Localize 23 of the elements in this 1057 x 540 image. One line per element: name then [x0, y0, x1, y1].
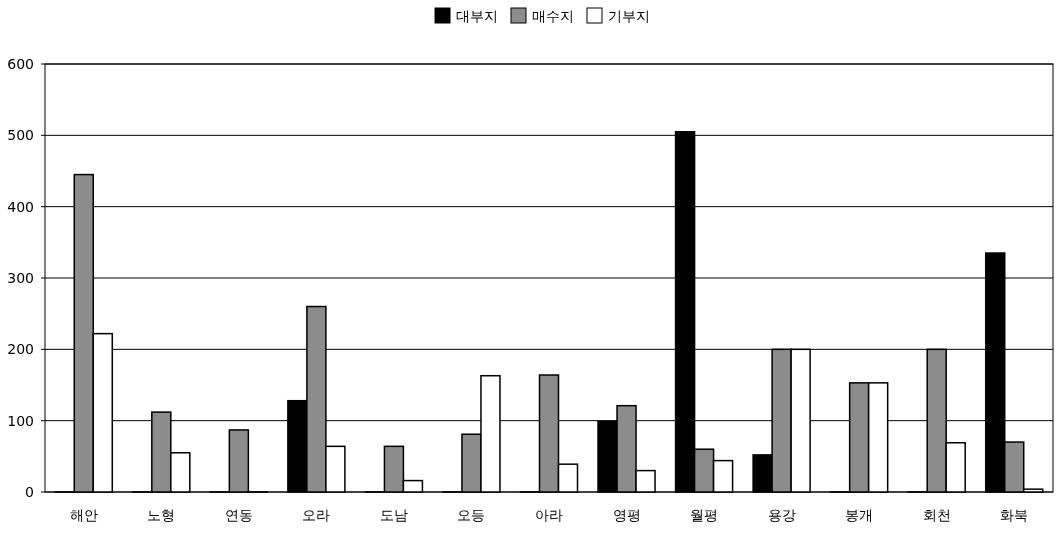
x-tick-label: 화북 — [1000, 507, 1029, 523]
x-tick-label: 노형 — [147, 507, 176, 523]
y-tick-label: 200 — [7, 341, 34, 358]
x-tick-label: 영평 — [612, 507, 641, 523]
legend-label: 매수지 — [532, 8, 574, 24]
y-tick-label: 400 — [7, 198, 34, 215]
y-tick-label: 300 — [7, 270, 34, 286]
x-tick-label: 용강 — [767, 507, 796, 523]
x-tick-label: 오등 — [457, 507, 486, 523]
x-tick-label: 회천 — [922, 507, 951, 523]
x-tick-label: 봉개 — [845, 507, 874, 523]
y-tick-label: 100 — [7, 412, 34, 429]
x-tick-label: 오라 — [302, 507, 331, 523]
legend-label: 대부지 — [456, 8, 498, 24]
x-tick-label: 연동 — [224, 507, 253, 523]
legend-label: 기부지 — [608, 8, 650, 24]
y-tick-label: 500 — [7, 127, 34, 144]
x-tick-label: 해안 — [69, 507, 98, 523]
x-tick-label: 도남 — [379, 507, 408, 523]
x-tick-label: 아라 — [535, 507, 563, 523]
x-tick-label: 월평 — [690, 507, 719, 523]
y-tick-label: 0 — [25, 484, 34, 500]
y-tick-label: 600 — [7, 56, 34, 72]
